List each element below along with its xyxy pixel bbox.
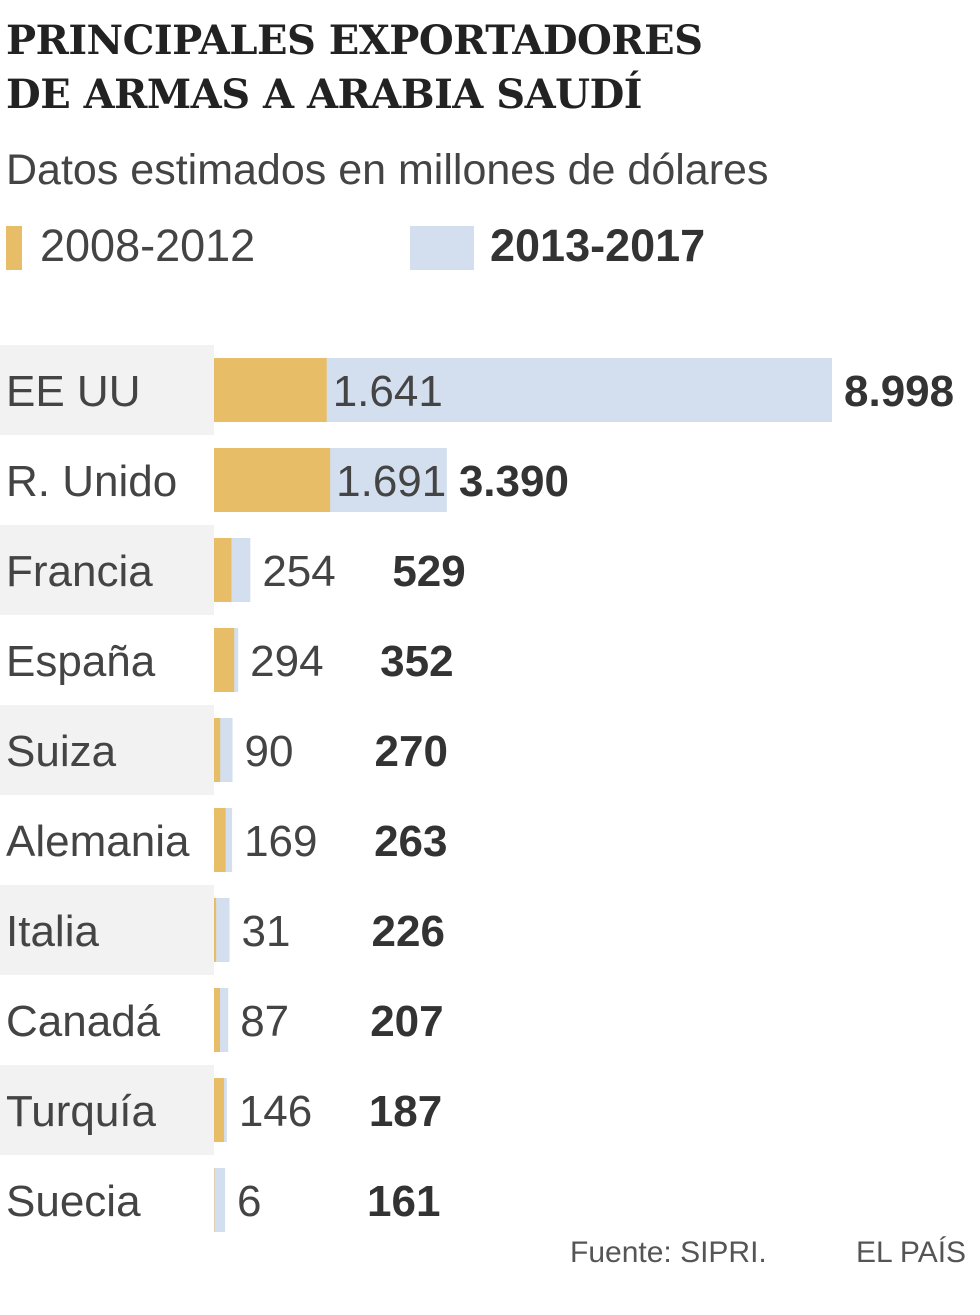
category-label-alemania: Alemania (6, 817, 190, 866)
bar-2008-2012-ee-uu (214, 358, 327, 422)
bar-2008-2012-suiza (214, 718, 221, 782)
value-label-2013-2017-alemania: 263 (374, 817, 447, 866)
row-band-italia (0, 885, 214, 975)
value-label-2008-2012-suiza: 90 (245, 727, 294, 776)
value-label-2008-2012-canada: 87 (240, 997, 289, 1046)
chart-title-line-1: PRINCIPALES EXPORTADORES (6, 17, 703, 64)
row-band-ee-uu (0, 345, 214, 435)
value-label-2008-2012-turquia: 146 (239, 1087, 312, 1136)
legend-label-2008-2012: 2008-2012 (40, 220, 256, 271)
value-label-2013-2017-r-unido: 3.390 (459, 457, 569, 506)
category-label-espana: España (6, 637, 156, 686)
category-label-canada: Canadá (6, 997, 161, 1046)
value-label-2008-2012-r-unido: 1.691 (336, 457, 446, 506)
value-label-2013-2017-suecia: 161 (367, 1177, 440, 1226)
bar-2008-2012-italia (214, 898, 217, 962)
bar-2008-2012-francia (214, 538, 232, 602)
bar-chart: EE UU 1.641 8.998 R. Unido 1.691 3.390 Francia… (0, 345, 954, 1232)
bar-2013-2017-italia (214, 898, 230, 962)
category-label-suecia: Suecia (6, 1177, 141, 1226)
bar-2008-2012-turquia (214, 1078, 225, 1142)
bar-2013-2017-suecia (214, 1168, 226, 1232)
legend-swatch-2013-2017 (410, 226, 474, 270)
value-label-2008-2012-francia: 254 (262, 547, 335, 596)
category-label-francia: Francia (6, 547, 153, 596)
category-label-suiza: Suiza (6, 727, 117, 776)
value-label-2008-2012-espana: 294 (250, 637, 323, 686)
category-label-turquia: Turquía (6, 1087, 157, 1136)
bar-2008-2012-alemania (214, 808, 226, 872)
value-label-2013-2017-italia: 226 (372, 907, 445, 956)
value-label-2013-2017-ee-uu: 8.998 (844, 367, 954, 416)
value-label-2008-2012-suecia: 6 (237, 1177, 261, 1226)
category-label-r-unido: R. Unido (6, 457, 177, 506)
value-label-2013-2017-francia: 529 (392, 547, 465, 596)
category-label-italia: Italia (6, 907, 99, 956)
row-band-francia (0, 525, 214, 615)
value-label-2013-2017-turquia: 187 (369, 1087, 442, 1136)
source-note: Fuente: SIPRI. (570, 1236, 767, 1269)
value-label-2008-2012-ee-uu: 1.641 (333, 367, 443, 416)
bar-2008-2012-espana (214, 628, 235, 692)
bar-2008-2012-canada (214, 988, 220, 1052)
legend-swatch-2008-2012 (6, 226, 22, 270)
value-label-2013-2017-espana: 352 (380, 637, 453, 686)
value-label-2008-2012-italia: 31 (242, 907, 291, 956)
value-label-2008-2012-alemania: 169 (244, 817, 317, 866)
value-label-2013-2017-suiza: 270 (375, 727, 448, 776)
bar-2008-2012-r-unido (214, 448, 331, 512)
value-label-2013-2017-canada: 207 (370, 997, 443, 1046)
category-label-ee-uu: EE UU (6, 367, 140, 416)
row-band-turquia (0, 1065, 214, 1155)
row-band-suiza (0, 705, 214, 795)
chart-subtitle: Datos estimados en millones de dólares (6, 146, 769, 194)
legend-label-2013-2017: 2013-2017 (490, 220, 706, 271)
publisher-brand: EL PAÍS (856, 1236, 967, 1269)
chart-title-line-2: DE ARMAS A ARABIA SAUDÍ (6, 71, 642, 118)
chart-title: PRINCIPALES EXPORTADORES DE ARMAS A ARAB… (6, 14, 966, 122)
